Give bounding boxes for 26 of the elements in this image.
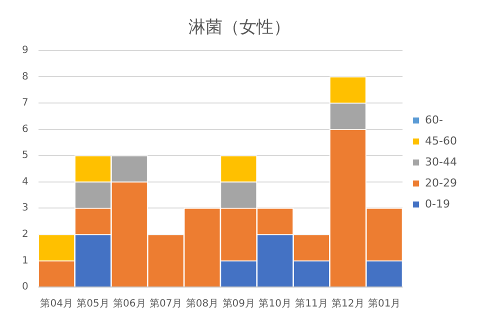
legend-label: 60- <box>425 113 444 126</box>
legend-label: 45-60 <box>425 134 458 148</box>
y-tick-label: 3 <box>22 202 28 214</box>
x-tick-label: 第10月 <box>258 298 292 310</box>
x-tick-label: 第12月 <box>332 298 364 310</box>
y-tick-label: 0 <box>22 282 28 293</box>
x-tick-label: 第07月 <box>149 298 182 310</box>
y-tick-label: 6 <box>22 124 28 135</box>
x-tick-label: 第11月 <box>295 298 328 310</box>
y-tick-label: 2 <box>22 229 28 240</box>
y-tick-label: 4 <box>22 176 28 188</box>
y-tick-label: 9 <box>22 44 28 56</box>
x-tick-label: 第01月 <box>368 298 401 310</box>
legend-label: 0-19 <box>425 197 450 210</box>
y-tick-label: 5 <box>22 150 28 162</box>
x-tick-label: 第05月 <box>76 298 110 310</box>
legend-label: 30-44 <box>425 155 458 168</box>
y-tick-label: 8 <box>22 71 28 82</box>
y-tick-label: 1 <box>22 255 28 266</box>
chart-title: 淋菌（女性） <box>188 18 290 38</box>
x-tick-label: 第06月 <box>113 298 146 310</box>
x-tick-label: 第09月 <box>222 298 256 310</box>
legend-label: 20-29 <box>425 176 458 190</box>
y-tick-label: 7 <box>22 98 28 109</box>
x-tick-label: 第04月 <box>40 298 73 310</box>
x-tick-label: 第08月 <box>186 298 219 310</box>
